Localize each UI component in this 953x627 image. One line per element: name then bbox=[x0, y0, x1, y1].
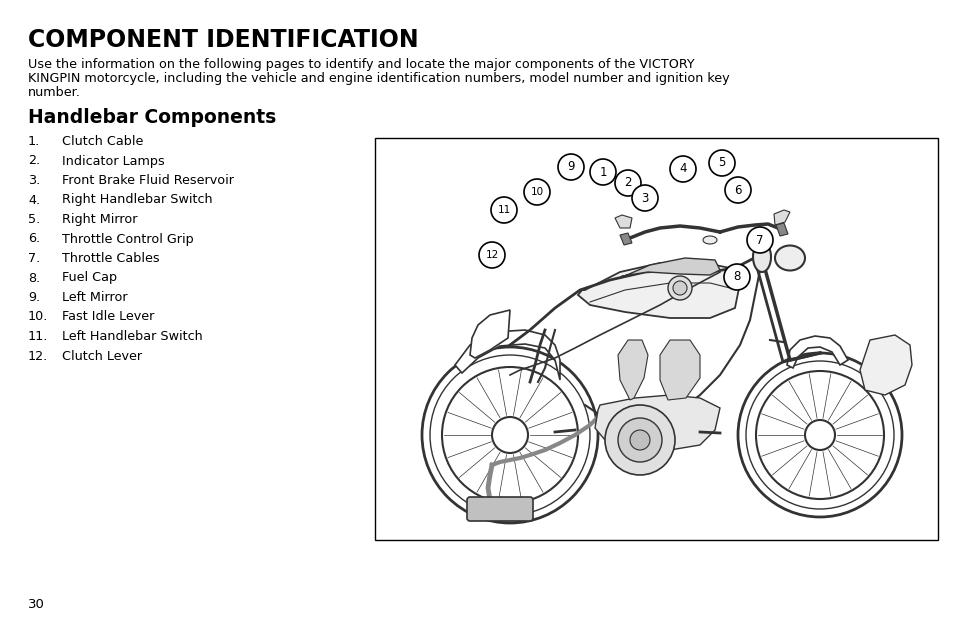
Text: 5: 5 bbox=[718, 157, 725, 169]
Text: 4.: 4. bbox=[28, 194, 40, 206]
Circle shape bbox=[558, 154, 583, 180]
Circle shape bbox=[723, 264, 749, 290]
Circle shape bbox=[615, 170, 640, 196]
Text: 9.: 9. bbox=[28, 291, 40, 304]
Polygon shape bbox=[775, 223, 787, 236]
Polygon shape bbox=[455, 330, 559, 380]
Text: Use the information on the following pages to identify and locate the major comp: Use the information on the following pag… bbox=[28, 58, 694, 71]
Circle shape bbox=[804, 420, 834, 450]
Text: Left Mirror: Left Mirror bbox=[62, 291, 128, 304]
Polygon shape bbox=[859, 335, 911, 395]
Text: 10.: 10. bbox=[28, 310, 49, 324]
Circle shape bbox=[492, 417, 527, 453]
Circle shape bbox=[618, 418, 661, 462]
Text: 4: 4 bbox=[679, 162, 686, 176]
Polygon shape bbox=[578, 262, 740, 318]
Text: Fuel Cap: Fuel Cap bbox=[62, 271, 117, 285]
Bar bbox=[375, 138, 937, 540]
Text: 11: 11 bbox=[497, 205, 510, 215]
Text: 8: 8 bbox=[733, 270, 740, 283]
Circle shape bbox=[491, 197, 517, 223]
Circle shape bbox=[667, 276, 691, 300]
Text: 6.: 6. bbox=[28, 233, 40, 246]
Text: Handlebar Components: Handlebar Components bbox=[28, 108, 276, 127]
Polygon shape bbox=[659, 340, 700, 400]
Circle shape bbox=[724, 177, 750, 203]
Polygon shape bbox=[470, 310, 510, 358]
Text: Fast Idle Lever: Fast Idle Lever bbox=[62, 310, 154, 324]
Text: Indicator Lamps: Indicator Lamps bbox=[62, 154, 165, 167]
Polygon shape bbox=[619, 233, 631, 245]
Text: Clutch Cable: Clutch Cable bbox=[62, 135, 143, 148]
Circle shape bbox=[746, 227, 772, 253]
Text: 11.: 11. bbox=[28, 330, 49, 343]
Circle shape bbox=[589, 159, 616, 185]
Circle shape bbox=[629, 430, 649, 450]
Text: COMPONENT IDENTIFICATION: COMPONENT IDENTIFICATION bbox=[28, 28, 418, 52]
Text: 2.: 2. bbox=[28, 154, 40, 167]
FancyBboxPatch shape bbox=[467, 497, 533, 521]
Ellipse shape bbox=[702, 236, 717, 244]
Text: 12: 12 bbox=[485, 250, 498, 260]
Text: Throttle Cables: Throttle Cables bbox=[62, 252, 159, 265]
Text: 10: 10 bbox=[530, 187, 543, 197]
Text: Clutch Lever: Clutch Lever bbox=[62, 349, 142, 362]
Text: 5.: 5. bbox=[28, 213, 40, 226]
Circle shape bbox=[669, 156, 696, 182]
Text: Right Handlebar Switch: Right Handlebar Switch bbox=[62, 194, 213, 206]
Text: 1: 1 bbox=[598, 166, 606, 179]
Text: 7.: 7. bbox=[28, 252, 40, 265]
Text: 7: 7 bbox=[756, 233, 763, 246]
Circle shape bbox=[672, 281, 686, 295]
Text: Throttle Control Grip: Throttle Control Grip bbox=[62, 233, 193, 246]
Ellipse shape bbox=[752, 242, 770, 272]
Circle shape bbox=[478, 242, 504, 268]
Text: Left Handlebar Switch: Left Handlebar Switch bbox=[62, 330, 203, 343]
Polygon shape bbox=[786, 336, 847, 368]
Text: 9: 9 bbox=[567, 161, 574, 174]
Text: number.: number. bbox=[28, 86, 81, 99]
Text: KINGPIN motorcycle, including the vehicle and engine identification numbers, mod: KINGPIN motorcycle, including the vehicl… bbox=[28, 72, 729, 85]
Polygon shape bbox=[773, 210, 789, 225]
Text: 3: 3 bbox=[640, 191, 648, 204]
Text: 8.: 8. bbox=[28, 271, 40, 285]
Polygon shape bbox=[618, 340, 647, 400]
Ellipse shape bbox=[774, 246, 804, 270]
Circle shape bbox=[604, 405, 675, 475]
Polygon shape bbox=[595, 395, 720, 450]
Circle shape bbox=[523, 179, 550, 205]
Circle shape bbox=[708, 150, 734, 176]
Polygon shape bbox=[619, 258, 720, 278]
Text: 3.: 3. bbox=[28, 174, 40, 187]
Text: 2: 2 bbox=[623, 176, 631, 189]
Circle shape bbox=[631, 185, 658, 211]
Text: Right Mirror: Right Mirror bbox=[62, 213, 137, 226]
Text: 1.: 1. bbox=[28, 135, 40, 148]
Text: 6: 6 bbox=[734, 184, 741, 196]
Text: 12.: 12. bbox=[28, 349, 49, 362]
Polygon shape bbox=[615, 215, 631, 228]
Text: Front Brake Fluid Reservoir: Front Brake Fluid Reservoir bbox=[62, 174, 233, 187]
Text: 30: 30 bbox=[28, 598, 45, 611]
